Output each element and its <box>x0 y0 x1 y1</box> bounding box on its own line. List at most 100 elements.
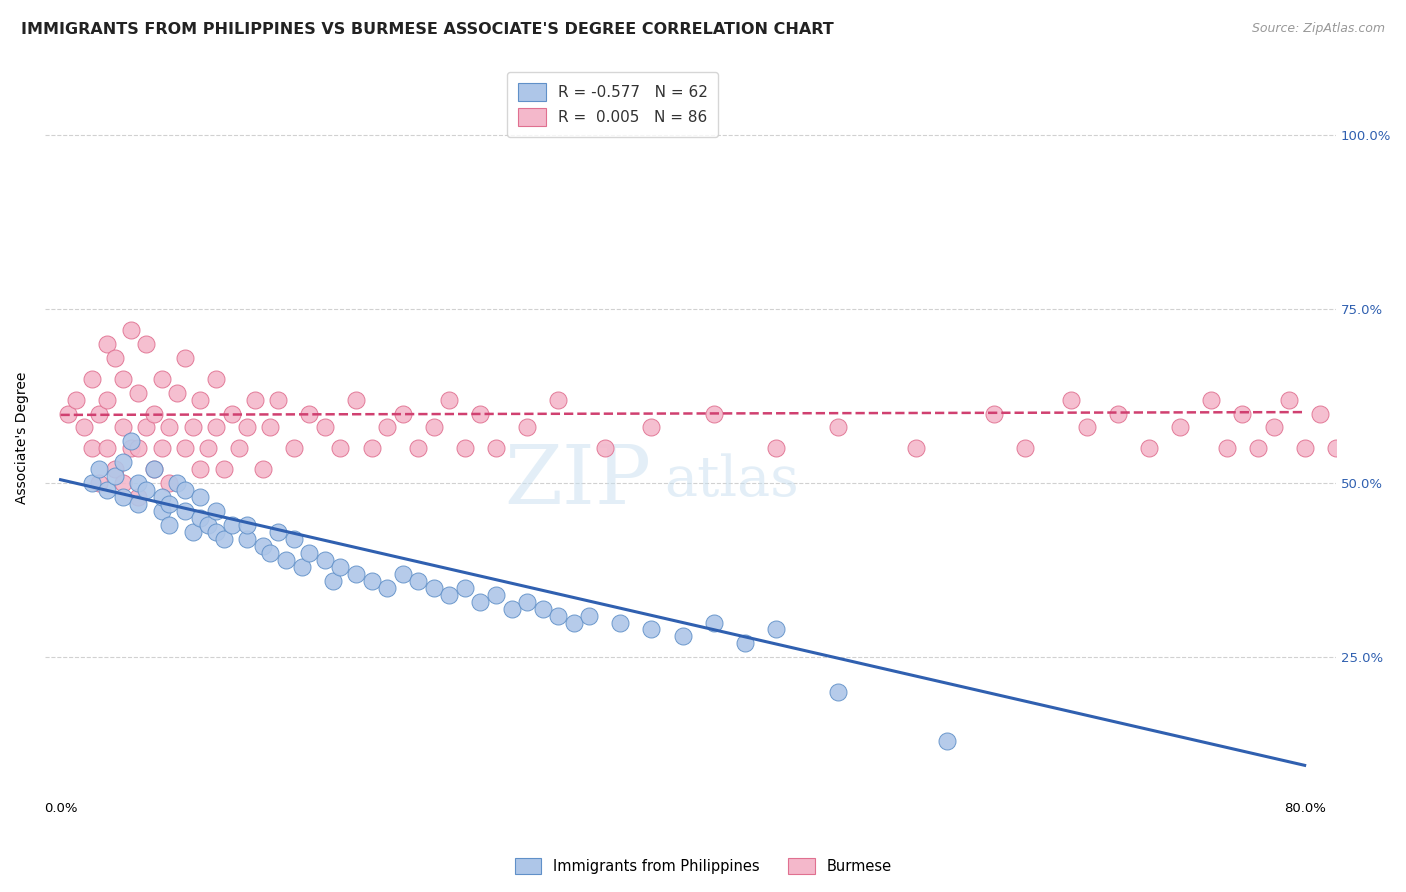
Point <box>111 455 134 469</box>
Point <box>142 462 165 476</box>
Y-axis label: Associate's Degree: Associate's Degree <box>15 372 30 504</box>
Point <box>593 442 616 456</box>
Point <box>298 407 321 421</box>
Point <box>671 630 693 644</box>
Point <box>516 420 538 434</box>
Point <box>609 615 631 630</box>
Point <box>298 546 321 560</box>
Point <box>96 442 118 456</box>
Point <box>190 490 212 504</box>
Point <box>1014 442 1036 456</box>
Point <box>1278 392 1301 407</box>
Point <box>375 581 398 595</box>
Legend: R = -0.577   N = 62, R =  0.005   N = 86: R = -0.577 N = 62, R = 0.005 N = 86 <box>508 72 718 136</box>
Point <box>406 442 429 456</box>
Point <box>221 407 243 421</box>
Point <box>236 420 259 434</box>
Point <box>212 532 235 546</box>
Point <box>344 566 367 581</box>
Point <box>501 601 523 615</box>
Point <box>111 420 134 434</box>
Point <box>329 559 352 574</box>
Point <box>827 420 849 434</box>
Point <box>259 420 281 434</box>
Point <box>104 469 127 483</box>
Point <box>142 462 165 476</box>
Point <box>197 518 219 533</box>
Point <box>1263 420 1285 434</box>
Point <box>127 490 149 504</box>
Point <box>157 518 180 533</box>
Point <box>1324 442 1347 456</box>
Point <box>190 392 212 407</box>
Point <box>1137 442 1160 456</box>
Point <box>174 442 197 456</box>
Point <box>470 407 492 421</box>
Point <box>96 336 118 351</box>
Point <box>904 442 927 456</box>
Point <box>1216 442 1239 456</box>
Point <box>120 323 142 337</box>
Point <box>80 442 103 456</box>
Point <box>190 462 212 476</box>
Point <box>259 546 281 560</box>
Point <box>205 420 228 434</box>
Point <box>104 462 127 476</box>
Point <box>936 734 959 748</box>
Point <box>640 420 662 434</box>
Point <box>89 462 111 476</box>
Point <box>80 372 103 386</box>
Point <box>127 476 149 491</box>
Point <box>578 608 600 623</box>
Text: atlas: atlas <box>665 454 799 508</box>
Point <box>1201 392 1223 407</box>
Text: Source: ZipAtlas.com: Source: ZipAtlas.com <box>1251 22 1385 36</box>
Legend: Immigrants from Philippines, Burmese: Immigrants from Philippines, Burmese <box>509 852 897 880</box>
Point <box>80 476 103 491</box>
Point <box>73 420 96 434</box>
Point <box>243 392 266 407</box>
Point <box>120 442 142 456</box>
Point <box>485 442 508 456</box>
Point <box>1076 420 1098 434</box>
Point <box>96 392 118 407</box>
Point <box>1107 407 1129 421</box>
Point <box>983 407 1005 421</box>
Point <box>439 392 461 407</box>
Point <box>765 623 787 637</box>
Point <box>135 336 157 351</box>
Point <box>329 442 352 456</box>
Point <box>314 553 336 567</box>
Point <box>111 372 134 386</box>
Point <box>547 392 569 407</box>
Point <box>205 372 228 386</box>
Point <box>205 524 228 539</box>
Point <box>547 608 569 623</box>
Point <box>252 539 274 553</box>
Point <box>205 504 228 518</box>
Point <box>142 407 165 421</box>
Point <box>516 594 538 608</box>
Point <box>1247 442 1270 456</box>
Point <box>221 518 243 533</box>
Point <box>150 372 173 386</box>
Point <box>1340 420 1362 434</box>
Point <box>454 581 477 595</box>
Point <box>531 601 554 615</box>
Point <box>1060 392 1083 407</box>
Point <box>344 392 367 407</box>
Point <box>157 476 180 491</box>
Point <box>157 420 180 434</box>
Point <box>150 442 173 456</box>
Point <box>65 392 87 407</box>
Point <box>104 351 127 365</box>
Point <box>135 483 157 497</box>
Point <box>1355 392 1378 407</box>
Point <box>212 462 235 476</box>
Point <box>174 504 197 518</box>
Point <box>157 497 180 511</box>
Point <box>360 442 382 456</box>
Point <box>111 490 134 504</box>
Point <box>89 407 111 421</box>
Point <box>283 442 305 456</box>
